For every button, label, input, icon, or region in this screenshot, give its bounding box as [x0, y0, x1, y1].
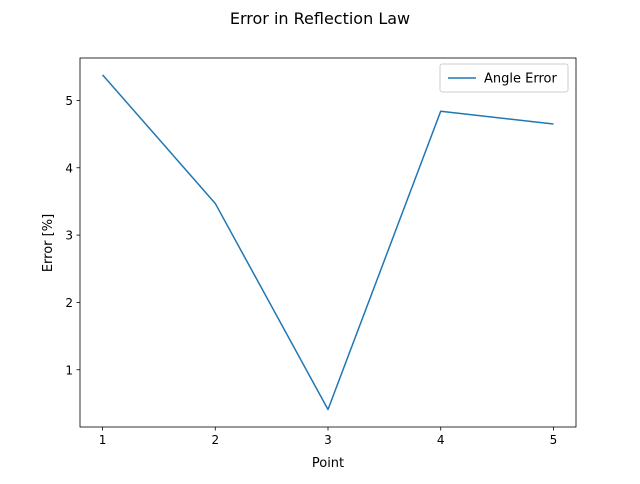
- y-axis-label: Error [%]: [41, 214, 56, 272]
- chart-title: Error in Reflection Law: [230, 9, 410, 28]
- x-tick-label: 1: [99, 433, 107, 447]
- legend-box: [439, 63, 569, 93]
- x-tick-label: 3: [324, 433, 332, 447]
- x-tick-label: 2: [211, 433, 219, 447]
- x-axis-label: Point: [312, 456, 344, 471]
- x-tick-label: 5: [550, 433, 558, 447]
- series-line-0: [101, 74, 554, 411]
- y-tick-label: 3: [65, 229, 73, 243]
- plot-area: 1 2 3 4 5 1 2 3 4 5: [65, 57, 577, 447]
- y-tick-label: 2: [65, 296, 73, 310]
- legend-label-0: Angle Error: [484, 72, 557, 87]
- y-tick-label: 1: [65, 363, 73, 377]
- x-tick-label: 4: [437, 433, 445, 447]
- y-tick-label: 4: [65, 161, 73, 175]
- y-tick-label: 5: [65, 94, 73, 108]
- axes-frame: [79, 57, 577, 428]
- legend: Angle Error: [439, 63, 569, 93]
